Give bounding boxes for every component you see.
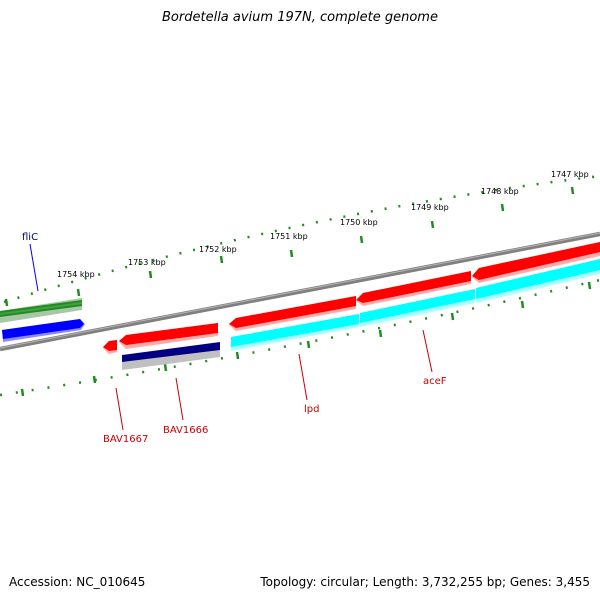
fliC-leader <box>29 243 39 292</box>
outer-tick-ring <box>3 174 600 307</box>
gene-aceF-upper-2[interactable] <box>472 242 600 283</box>
tick-label-1752: 1752 kbp <box>199 245 237 254</box>
genome-backbone <box>0 231 600 352</box>
tick-label-1754: 1754 kbp <box>57 270 95 279</box>
gene-BAV1667[interactable] <box>103 340 117 354</box>
gene-label-BAV1666: BAV1666 <box>163 425 208 436</box>
inner-tick-ring <box>0 278 600 397</box>
gene-aceF-upper[interactable] <box>356 271 471 306</box>
gene-label-aceF: aceF <box>423 376 447 387</box>
gene-reverse-blue[interactable] <box>2 319 85 342</box>
accession-label: Accession: NC_010645 <box>9 575 146 589</box>
gene-label-lpd: lpd <box>304 404 319 415</box>
aceF-leader <box>422 329 433 373</box>
gene-lpd-upper[interactable] <box>229 296 356 331</box>
tick-label-1750: 1750 kbp <box>340 218 378 227</box>
BAV1667-leader <box>115 387 124 431</box>
tick-label-1747: 1747 kbp <box>551 170 589 179</box>
tick-label-1748: 1748 kbp <box>481 187 519 196</box>
tick-label-1751: 1751 kbp <box>270 232 308 241</box>
tick-label-1749: 1749 kbp <box>411 203 449 212</box>
gene-BAV1666[interactable] <box>122 342 220 370</box>
gene-label-fliC: fliC <box>22 232 38 243</box>
gene-BAV1666-upper[interactable] <box>119 323 218 349</box>
gene-fliC[interactable] <box>0 298 82 323</box>
gene-aceF[interactable] <box>360 259 600 327</box>
tick-label-1753: 1753 kbp <box>128 258 166 267</box>
map-title: Bordetella avium 197N, complete genome <box>162 10 438 25</box>
genome-summary: Topology: circular; Length: 3,732,255 bp… <box>260 575 590 589</box>
gene-lpd[interactable] <box>231 314 359 351</box>
BAV1666-leader <box>175 377 184 421</box>
lpd-leader <box>298 353 308 401</box>
gene-label-BAV1667: BAV1667 <box>103 434 148 445</box>
